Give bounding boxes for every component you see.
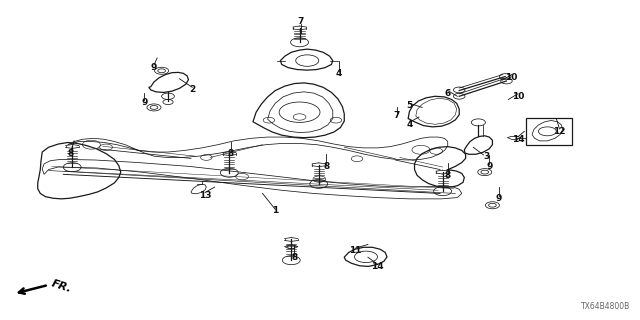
Text: 7: 7: [394, 111, 400, 120]
Text: 12: 12: [553, 127, 566, 136]
Text: 14: 14: [371, 262, 384, 271]
Text: 2: 2: [189, 85, 195, 94]
Text: 11: 11: [349, 246, 362, 255]
Text: 8: 8: [227, 149, 234, 158]
Text: 1: 1: [272, 206, 278, 215]
Text: 10: 10: [512, 92, 524, 101]
Text: 4: 4: [406, 120, 413, 130]
Text: 10: 10: [506, 73, 518, 82]
Text: FR.: FR.: [51, 279, 74, 295]
Text: 9: 9: [151, 63, 157, 72]
Text: 14: 14: [511, 135, 524, 144]
Text: 13: 13: [199, 190, 211, 200]
Text: 8: 8: [323, 162, 330, 171]
Text: 3: 3: [483, 152, 489, 161]
Text: 9: 9: [141, 98, 148, 107]
Text: 9: 9: [486, 162, 492, 171]
Text: 6: 6: [445, 89, 451, 98]
Text: 7: 7: [298, 17, 304, 26]
Text: 5: 5: [406, 101, 413, 110]
Text: 4: 4: [336, 69, 342, 78]
Bar: [525, 118, 572, 145]
Text: 8: 8: [291, 253, 298, 262]
Text: TX64B4800B: TX64B4800B: [580, 302, 630, 311]
Text: 8: 8: [68, 149, 74, 158]
Text: 8: 8: [445, 172, 451, 180]
Text: 9: 9: [495, 194, 502, 203]
